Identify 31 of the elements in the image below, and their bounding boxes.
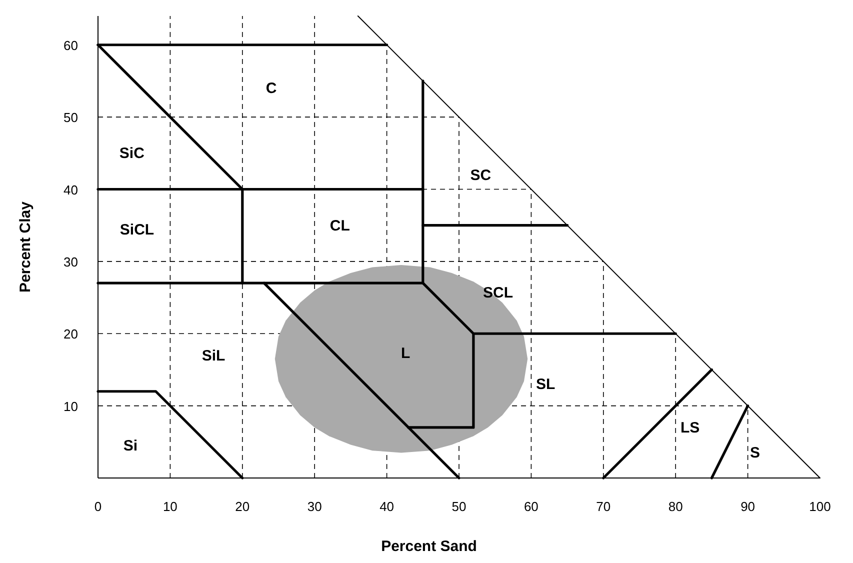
annotation: SiC [119,145,145,162]
y-tick-label: 10 [64,398,78,414]
y-tick-label: 20 [64,326,78,342]
annotation: L [400,345,410,362]
annotation: SL [536,376,556,394]
x-tick-label: 60 [524,499,538,514]
y-tick-label: 60 [64,38,78,53]
x-tick-label: 40 [380,499,394,514]
x-tick-label: 20 [235,499,250,514]
x-tick-label: 90 [740,499,756,514]
y-tick-label: 40 [64,182,78,198]
annotation: SC [470,166,492,184]
y-tick-label: 30 [64,254,78,270]
x-tick-label: 10 [162,499,178,514]
y-axis-title: Percent Clay [17,200,34,292]
x-axis-title: Percent Sand [381,538,477,555]
annotation: C [266,80,277,98]
annotation: Si [123,438,138,455]
annotation: CL [330,217,350,234]
annotation: SiL [202,347,226,364]
annotation: SiCL [120,222,154,239]
annotation: LS [680,419,700,436]
x-tick-label: 80 [668,499,683,514]
x-tick-label: 70 [596,499,611,514]
y-tick-label: 50 [64,110,78,126]
x-tick-label: 30 [307,499,322,514]
annotation: S [750,444,760,462]
x-tick-label: 100 [809,499,831,514]
annotation: SCL [482,284,513,302]
x-tick-label: 50 [452,499,466,514]
x-tick-label: 0 [94,499,102,514]
